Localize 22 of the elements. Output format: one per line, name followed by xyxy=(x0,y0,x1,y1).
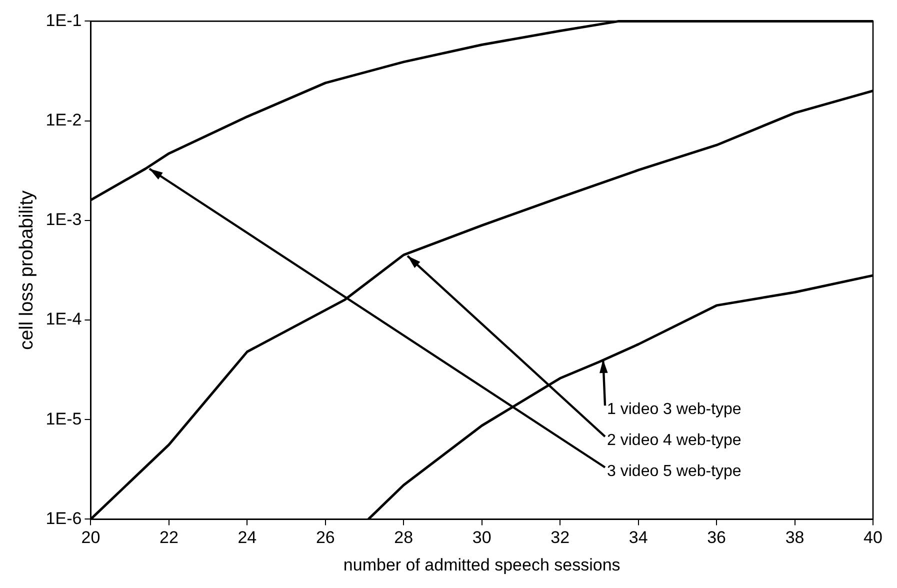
y-tick-label: 1E-6 xyxy=(46,508,82,528)
annotation: 3 video 5 web-type xyxy=(607,462,742,480)
x-tick-label: 38 xyxy=(785,528,804,548)
x-tick-label: 26 xyxy=(316,528,335,548)
annotation: 2 video 4 web-type xyxy=(607,432,742,449)
x-tick-label: 30 xyxy=(472,528,492,548)
x-tick-label: 24 xyxy=(238,528,257,548)
x-tick-label: 20 xyxy=(81,528,100,548)
x-tick-label: 34 xyxy=(628,528,648,548)
x-tick-label: 36 xyxy=(707,528,726,548)
x-tick-label: 28 xyxy=(394,528,414,548)
x-tick-label: 22 xyxy=(159,528,178,548)
annotation: 1 video 3 web-type xyxy=(607,401,742,418)
y-tick-label: 1E-2 xyxy=(46,110,82,130)
x-tick-label: 32 xyxy=(550,528,570,548)
y-tick-label: 1E-5 xyxy=(46,409,82,428)
x-axis-title: number of admitted speech sessions xyxy=(343,555,620,574)
y-tick-label: 1E-1 xyxy=(46,10,82,30)
y-tick-label: 1E-3 xyxy=(46,210,82,230)
x-tick-label: 40 xyxy=(864,528,882,548)
y-axis-title: cell loss probability xyxy=(16,190,38,350)
y-tick-label: 1E-4 xyxy=(46,310,82,329)
